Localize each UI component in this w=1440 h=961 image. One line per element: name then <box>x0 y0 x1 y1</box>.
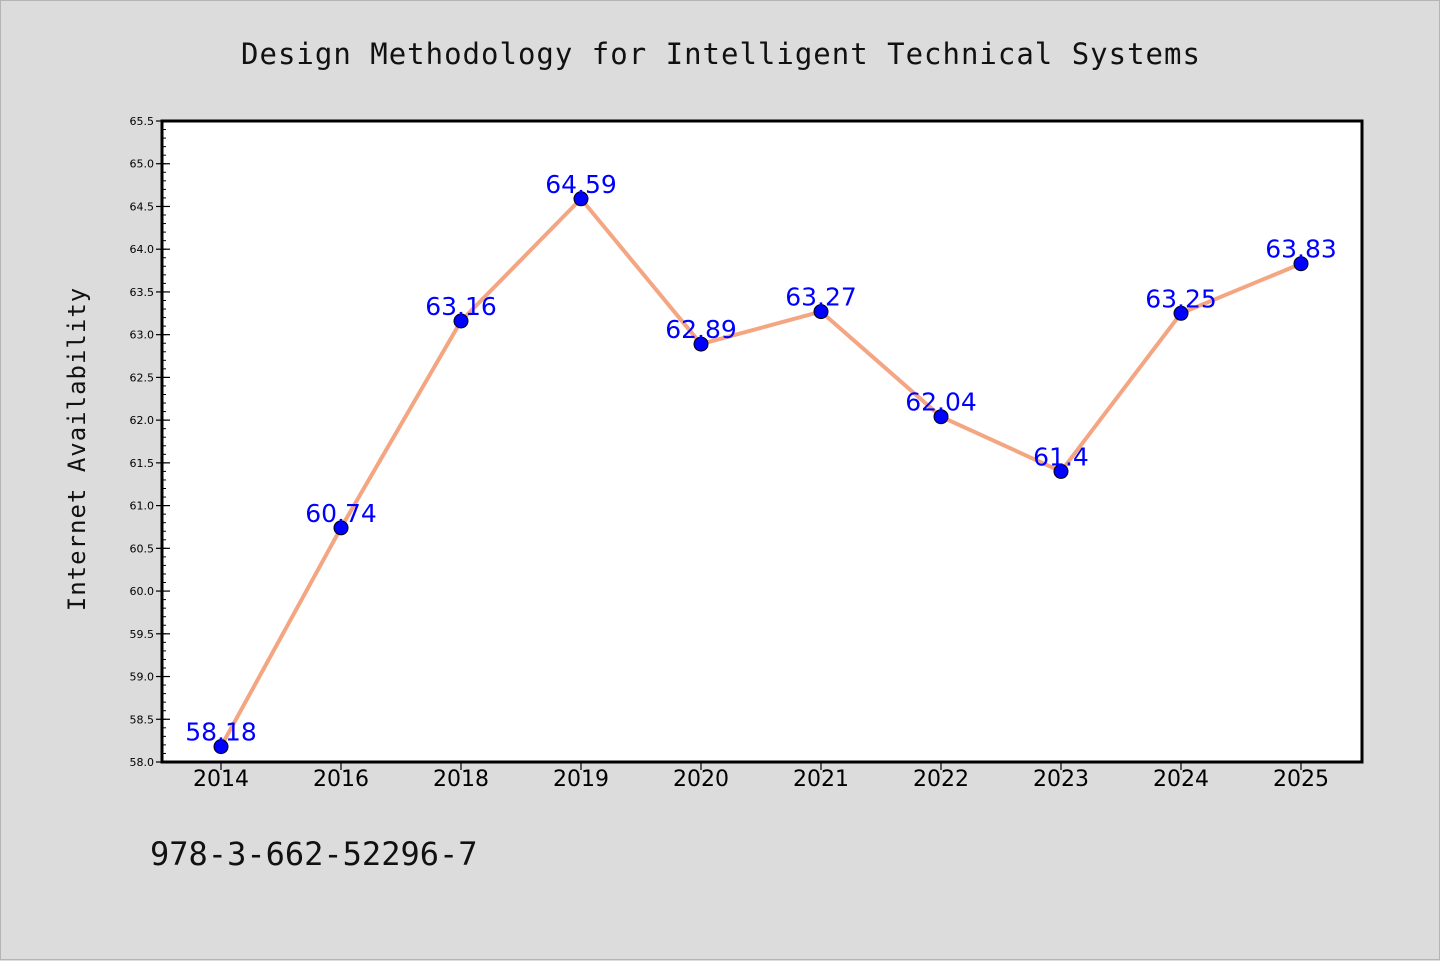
y-tick-label: 65.0 <box>130 158 155 171</box>
x-tick-label: 2019 <box>553 767 609 792</box>
x-axis-ticks: 2014 2016 2018 2019 2020 2021 2022 2023 2024 2025 <box>193 762 1329 792</box>
data-label: 63.27 <box>785 283 857 312</box>
data-label: 61.4 <box>1033 442 1089 471</box>
data-label: 60.74 <box>305 499 377 528</box>
data-point <box>333 520 349 536</box>
y-tick-label: 59.5 <box>130 628 155 641</box>
y-tick-label: 58.0 <box>130 756 155 769</box>
data-label: 64.59 <box>545 170 617 199</box>
x-tick-label: 2018 <box>433 767 489 792</box>
chart-title: Design Methodology for Intelligent Techn… <box>241 37 1201 71</box>
y-tick-label: 64.0 <box>130 243 155 256</box>
plot-area <box>160 119 1364 764</box>
data-point <box>213 739 229 755</box>
x-tick-label: 2021 <box>793 767 849 792</box>
data-point <box>933 409 949 425</box>
data-point <box>573 191 589 207</box>
x-tick-label: 2025 <box>1273 767 1329 792</box>
y-tick-label: 60.5 <box>130 542 155 555</box>
y-axis-label: Internet Availability <box>63 287 91 611</box>
data-point <box>1293 256 1309 272</box>
x-tick-label: 2024 <box>1153 767 1209 792</box>
x-tick-label: 2014 <box>193 767 249 792</box>
y-tick-label: 63.5 <box>130 286 155 299</box>
y-axis-ticks: 58.0 58.5 59.0 59.5 60.0 60.5 61.0 61.5 62.0 62.5… <box>130 115 170 769</box>
y-tick-label: 64.5 <box>130 200 155 213</box>
data-point-markers <box>213 191 1309 755</box>
y-tick-label: 62.0 <box>130 414 155 427</box>
data-point <box>693 336 709 352</box>
data-label: 63.83 <box>1265 235 1337 264</box>
data-point <box>1173 305 1189 321</box>
footer-isbn: 978-3-662-52296-7 <box>150 835 478 873</box>
y-tick-label: 58.5 <box>130 713 155 726</box>
y-tick-label: 61.0 <box>130 500 155 513</box>
data-point <box>1053 463 1069 479</box>
y-tick-label: 65.5 <box>130 115 155 128</box>
data-label: 58.18 <box>185 718 257 747</box>
data-label: 63.16 <box>425 292 497 321</box>
y-tick-label: 61.5 <box>130 457 155 470</box>
series-line-group <box>219 196 1302 748</box>
x-tick-label: 2016 <box>313 767 369 792</box>
x-tick-label: 2023 <box>1033 767 1089 792</box>
data-point <box>453 313 469 329</box>
data-label: 62.89 <box>665 315 737 344</box>
data-point <box>813 304 829 320</box>
y-tick-label: 59.0 <box>130 671 155 684</box>
data-label: 62.04 <box>905 388 977 417</box>
y-tick-label: 62.5 <box>130 371 155 384</box>
y-tick-label: 60.0 <box>130 585 155 598</box>
series-line <box>219 196 1302 748</box>
data-label: 63.25 <box>1145 284 1217 313</box>
x-tick-label: 2020 <box>673 767 729 792</box>
data-labels: 58.18 60.74 63.16 64.59 62.89 63.27 62.04 61.4 6… <box>185 170 1337 747</box>
y-tick-label: 63.0 <box>130 329 155 342</box>
x-tick-label: 2022 <box>913 767 969 792</box>
